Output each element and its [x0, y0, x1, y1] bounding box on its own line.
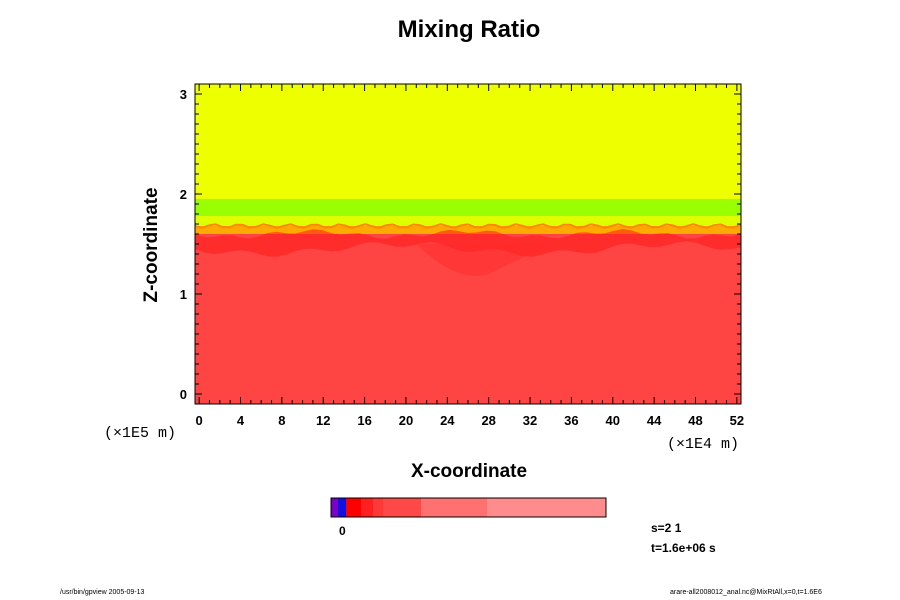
colorbar-swatch: [373, 498, 383, 517]
colorbar-swatch: [346, 498, 361, 517]
footer-left: /usr/bin/gpview 2005-09-13: [60, 589, 145, 596]
interface-band: [195, 229, 741, 257]
colorbar-swatch: [338, 498, 346, 517]
colorbar-swatch: [361, 498, 373, 517]
y-tick-label: 3: [180, 87, 187, 102]
colorbar: [330, 497, 607, 518]
footer-right: arare-all2008012_anal.nc@MixRtAll,x=0,t=…: [670, 589, 822, 596]
time-info: t=1.6e+06 s: [651, 541, 716, 555]
colorbar-swatch: [331, 498, 338, 517]
x-scale-label: (×1E4 m): [667, 436, 740, 453]
y-scale-label: (×1E5 m): [104, 425, 177, 442]
x-tick-label: 20: [399, 413, 413, 428]
x-tick-label: 8: [278, 413, 285, 428]
chart-title: Mixing Ratio: [397, 16, 541, 43]
y-axis-label: Z-coordinate: [141, 187, 162, 303]
x-tick-label: 40: [606, 413, 620, 428]
colorbar-frame: [330, 497, 607, 518]
y-tick-label: 1: [180, 287, 187, 302]
colorbar-swatch: [383, 498, 421, 517]
colorbar-swatch: [487, 498, 606, 517]
x-axis: 0 4 8 12 16 20 24 28 32 36 40 44 48 52: [196, 84, 744, 428]
x-tick-label: 12: [316, 413, 330, 428]
interface-line: [194, 223, 742, 229]
y-tick-label: 2: [180, 187, 187, 202]
interface-lobe: [416, 244, 551, 276]
x-tick-label: 24: [440, 413, 455, 428]
layer-transition-yellow: [195, 216, 741, 229]
x-tick-label: 4: [237, 413, 245, 428]
step-info: s=2 1: [651, 521, 682, 535]
layer-transition-orange: [195, 226, 741, 234]
x-tick-label: 16: [357, 413, 371, 428]
x-tick-label: 44: [647, 413, 662, 428]
x-tick-label: 32: [523, 413, 537, 428]
colorbar-swatch: [421, 498, 487, 517]
y-tick-label: 0: [180, 387, 187, 402]
y-axis: 0 1 2 3: [180, 87, 741, 405]
plot-area: [194, 84, 742, 404]
x-tick-label: 28: [481, 413, 495, 428]
x-tick-label: 36: [564, 413, 578, 428]
x-axis-label: X-coordinate: [410, 461, 528, 482]
layer-transition-green: [195, 199, 741, 216]
colorbar-tick-label: 0: [339, 524, 346, 538]
x-tick-label: 52: [730, 413, 744, 428]
x-tick-label: 48: [688, 413, 702, 428]
layer-upper: [195, 84, 741, 199]
x-tick-label: 0: [196, 413, 203, 428]
